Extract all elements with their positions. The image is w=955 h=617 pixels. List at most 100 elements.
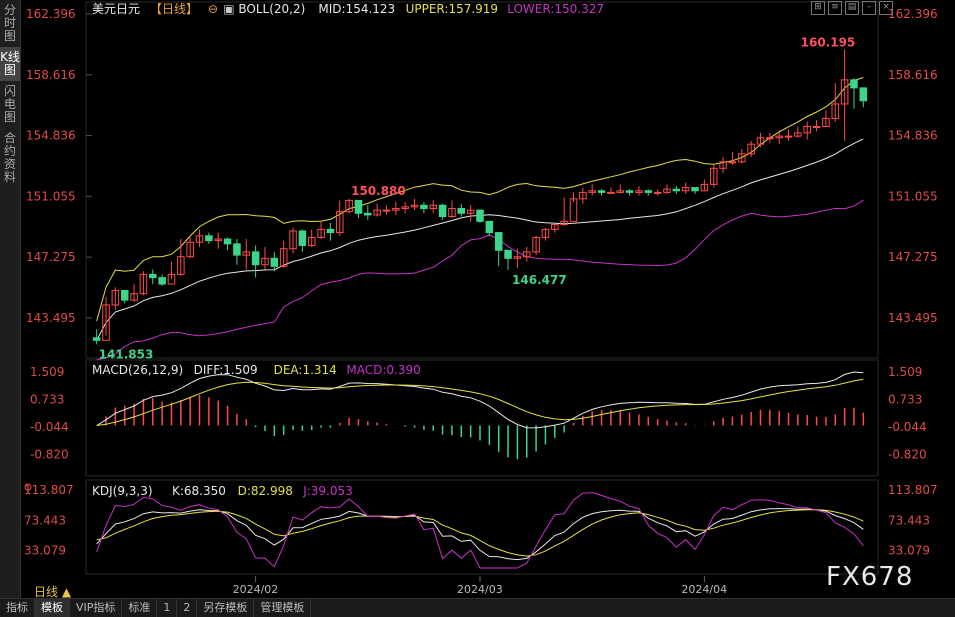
- candle-body: [214, 238, 222, 242]
- kdj-header-text: KDJ(9,3,3): [92, 484, 153, 498]
- macd-tick-left: -0.044: [30, 420, 69, 434]
- tab-save-template[interactable]: 另存模板: [197, 599, 255, 617]
- tab-one[interactable]: 1: [157, 599, 178, 617]
- candle-body: [335, 211, 344, 234]
- candle-body: [317, 228, 325, 238]
- candle-body: [476, 209, 484, 222]
- price-tick-left: 158.616: [26, 68, 76, 82]
- boll-header-text: BOLL(20,2): [238, 2, 305, 16]
- price-tick-right: 147.275: [888, 250, 938, 264]
- price-tick-left: 162.396: [26, 7, 76, 21]
- document-icon[interactable]: ▤: [845, 1, 859, 15]
- candle-body: [635, 190, 643, 193]
- kdj-header-text: J:39.053: [302, 484, 353, 498]
- tab-manage-template[interactable]: 管理模板: [254, 599, 312, 617]
- low-price-label: 141.853: [99, 347, 154, 361]
- candle-body: [663, 188, 671, 193]
- close-icon[interactable]: ×: [879, 1, 893, 15]
- candle-body: [401, 206, 409, 209]
- candle-body: [794, 132, 802, 137]
- candle-body: [728, 161, 737, 164]
- candle-body: [551, 224, 559, 230]
- macd-tick-right: 0.733: [888, 392, 922, 406]
- candle-body: [625, 190, 634, 193]
- window-controls: ⊞ ≡ ▤ – ×: [811, 1, 893, 15]
- price-tick-left: 143.495: [26, 311, 76, 325]
- kdj-header-text: D:82.998: [238, 484, 293, 498]
- candle-body: [158, 277, 166, 285]
- candle-body: [569, 198, 578, 222]
- macd-header-text: DIFF:1.509: [194, 363, 258, 377]
- tab-vip-indicator[interactable]: VIP指标: [70, 599, 123, 617]
- macd-header-text: MACD:0.390: [346, 363, 420, 377]
- candle-body: [289, 230, 297, 250]
- candle-body: [784, 135, 793, 138]
- candle-body: [831, 103, 840, 119]
- mark-price-label: 150.880: [351, 184, 406, 198]
- candle-body: [130, 293, 138, 301]
- candle-body: [653, 191, 662, 194]
- boll-header-text: 美元日元: [92, 2, 140, 16]
- kdj-tick-left: 33.079: [24, 544, 66, 558]
- macd-diff-line: [96, 371, 864, 429]
- expand-icon[interactable]: ⊞: [811, 1, 825, 15]
- kdj-header-text: K:68.350: [172, 484, 226, 498]
- candle-body: [307, 236, 316, 246]
- boll-header-text: ⊖: [208, 2, 218, 16]
- macd-tick-left: -0.820: [30, 448, 69, 462]
- candle-body: [812, 125, 821, 128]
- candle-body: [494, 232, 503, 251]
- watermark-logo: FX678: [826, 562, 914, 592]
- low-price-label: 146.477: [512, 273, 567, 287]
- candle-body: [709, 167, 718, 185]
- candle-body: [223, 238, 232, 245]
- tab-standard[interactable]: 标准: [122, 599, 158, 617]
- macd-header-text: MACD(26,12,9): [92, 363, 183, 377]
- candle-body: [616, 190, 625, 193]
- tab-template[interactable]: 模板: [35, 599, 70, 617]
- candle-body: [747, 143, 755, 155]
- candle-body: [242, 251, 251, 256]
- candle-body: [457, 207, 466, 214]
- layout-icon[interactable]: ≡: [828, 1, 842, 15]
- candle-body: [466, 209, 475, 214]
- date-label: 2024/03: [457, 583, 503, 596]
- macd-tick-right: -0.044: [888, 420, 927, 434]
- candle-body: [485, 220, 494, 234]
- candle-body: [382, 209, 391, 212]
- candle-body: [803, 125, 812, 134]
- candle-body: [859, 87, 868, 102]
- candle-body: [148, 273, 157, 279]
- macd-panel-frame: [85, 359, 879, 477]
- high-price-label: 160.195: [801, 35, 856, 49]
- candle-body: [438, 204, 447, 218]
- candle-body: [607, 191, 615, 194]
- period-label[interactable]: 日线 ▲: [34, 585, 72, 599]
- boll-header-text: 【日线】: [150, 2, 198, 16]
- candle-body: [420, 204, 428, 209]
- candle-body: [364, 212, 372, 216]
- candle-body: [532, 236, 540, 253]
- candle-body: [756, 137, 765, 145]
- tab-flash-chart[interactable]: 闪电图: [3, 84, 16, 124]
- tab-kline-chart[interactable]: K线图: [0, 47, 20, 81]
- candle-body: [738, 153, 746, 163]
- kdj-panel-frame: [85, 479, 879, 575]
- candle-body: [691, 187, 699, 192]
- candle-body: [681, 187, 690, 192]
- tab-indicator[interactable]: 指标: [0, 599, 35, 617]
- candle-body: [233, 243, 241, 256]
- price-tick-right: 162.396: [888, 7, 938, 21]
- tab-time-chart[interactable]: 分时图: [3, 3, 16, 43]
- tab-contract-info[interactable]: 合约资料: [3, 131, 16, 184]
- date-label: 2024/02: [233, 583, 279, 596]
- candle-body: [111, 289, 120, 306]
- candle-body: [279, 248, 288, 267]
- minimize-icon[interactable]: –: [862, 1, 876, 15]
- candle-body: [850, 79, 858, 89]
- kdj-tick-left: 73.443: [24, 513, 66, 527]
- macd-tick-right: 1.509: [888, 365, 922, 379]
- tab-two[interactable]: 2: [177, 599, 198, 617]
- candle-body: [270, 257, 279, 267]
- kdj-tick-left: 113.807: [24, 483, 74, 497]
